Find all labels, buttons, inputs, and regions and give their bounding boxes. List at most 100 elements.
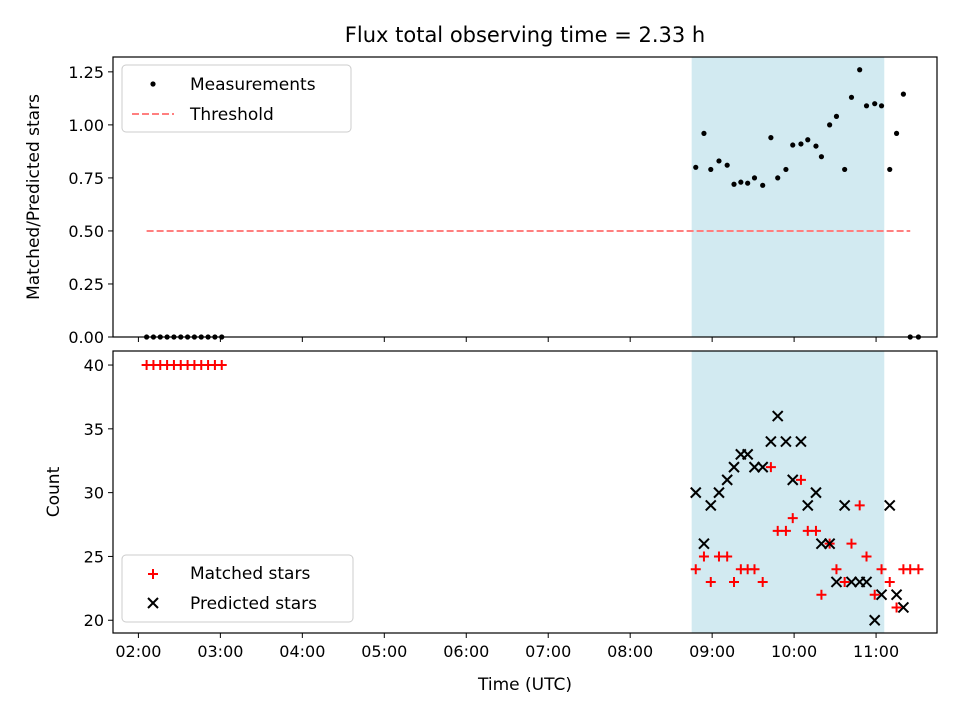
predicted-star-point xyxy=(875,589,888,601)
top-y-tick-label: 1.25 xyxy=(68,63,104,82)
x-axis-label: Time (UTC) xyxy=(477,675,572,695)
measurement-point xyxy=(872,101,878,107)
predicted-star-point xyxy=(787,474,799,486)
measurement-point xyxy=(887,166,893,173)
matched-star-point xyxy=(854,500,865,511)
measurement-point xyxy=(731,181,737,187)
matched-star-point xyxy=(831,564,842,575)
bot-y-tick-label: 40 xyxy=(84,356,104,375)
bot-y-tick-label: 30 xyxy=(84,484,104,503)
legend-matched-marker xyxy=(148,569,158,579)
predicted-star-point xyxy=(705,499,717,512)
top-y-tick-label: 0.00 xyxy=(68,328,104,347)
measurement-point xyxy=(751,175,758,181)
matched-star-point xyxy=(729,576,740,587)
bottom-panel: 20 25 30 35 40 02:00 03:00 04:00 05:00 06:00 07:00… xyxy=(44,350,938,695)
measurement-point xyxy=(760,182,766,188)
measurement-point xyxy=(716,158,722,164)
x-tick-label: 07:00 xyxy=(525,642,571,661)
top-y-tick-label: 1.00 xyxy=(68,116,104,135)
x-tick-label: 11:00 xyxy=(853,642,899,661)
x-tick-label: 04:00 xyxy=(279,642,325,661)
legend-predicted-marker xyxy=(147,597,159,609)
matched-star-point xyxy=(722,551,733,562)
predicted-star-point xyxy=(890,589,903,601)
legend-matched-label: Matched stars xyxy=(190,564,310,584)
matched-star-point xyxy=(876,564,887,575)
predicted-star-point xyxy=(869,614,881,626)
matched-star-point xyxy=(749,564,760,575)
x-tick-label: 02:00 xyxy=(115,642,161,661)
bot-y-tick-label: 20 xyxy=(84,611,104,630)
measurement-point xyxy=(813,143,819,149)
measurement-point xyxy=(878,103,885,109)
matched-star-point xyxy=(787,513,798,524)
predicted-star-point xyxy=(823,537,836,550)
bottom-plot-frame xyxy=(112,350,938,634)
top-y-tick-label: 0.50 xyxy=(68,222,104,241)
predicted-star-point xyxy=(772,410,784,422)
measurement-point xyxy=(724,162,730,168)
measurement-point xyxy=(738,179,744,185)
legend-predicted-label: Predicted stars xyxy=(190,594,317,614)
measurement-point xyxy=(701,130,707,136)
legend-measurements-marker xyxy=(150,81,156,87)
matched-star-point xyxy=(839,576,850,587)
legend-threshold-label: Threshold xyxy=(189,105,274,125)
predicted-star-point xyxy=(698,537,710,550)
measurement-point xyxy=(857,67,863,73)
predicted-star-point xyxy=(780,435,792,448)
top-observing-span xyxy=(691,57,885,337)
x-tick-label: 06:00 xyxy=(443,642,489,661)
measurement-point xyxy=(693,164,699,170)
bot-observing-span xyxy=(691,351,885,633)
matched-star-point xyxy=(780,525,791,536)
chart-title: Flux total observing time = 2.33 h xyxy=(345,23,705,47)
matched-star-point xyxy=(861,551,872,562)
matched-star-point xyxy=(757,576,768,587)
top-y-tick-label: 0.25 xyxy=(68,275,104,294)
measurement-point xyxy=(790,142,796,148)
predicted-star-point xyxy=(897,601,910,614)
measurement-point xyxy=(745,180,751,186)
predicted-star-point xyxy=(810,486,822,499)
measurement-point xyxy=(833,113,840,119)
measurement-point xyxy=(900,91,906,97)
x-tick-label: 08:00 xyxy=(607,642,653,661)
bot-y-tick-label: 35 xyxy=(84,420,104,439)
top-plot-frame xyxy=(112,56,938,338)
measurement-point xyxy=(775,175,781,181)
bottom-legend: Matched stars Predicted stars xyxy=(121,554,354,623)
predicted-star-point xyxy=(845,576,858,588)
x-tick-label: 09:00 xyxy=(689,642,735,661)
measurement-point xyxy=(798,141,804,147)
predicted-star-point xyxy=(884,499,896,512)
measurement-point xyxy=(708,166,714,173)
matched-star-point xyxy=(216,360,227,371)
matched-star-point xyxy=(690,564,701,575)
predicted-star-point xyxy=(830,576,843,588)
predicted-star-point xyxy=(802,499,814,512)
predicted-star-point xyxy=(690,486,702,499)
bottom-y-axis-label: Count xyxy=(44,466,64,517)
matched-star-point xyxy=(816,589,827,600)
matched-star-point xyxy=(869,589,880,600)
measurement-point xyxy=(893,130,900,136)
predicted-star-point xyxy=(838,499,851,512)
predicted-star-point xyxy=(728,461,740,473)
matched-star-point xyxy=(810,525,821,536)
measurement-point xyxy=(805,137,811,143)
predicted-star-point xyxy=(741,448,754,461)
top-y-axis-label: Matched/Predicted stars xyxy=(24,94,44,300)
measurement-point xyxy=(827,122,833,128)
predicted-star-point xyxy=(756,461,769,473)
measurement-point xyxy=(818,154,825,160)
predicted-star-point xyxy=(860,576,873,588)
matched-star-point xyxy=(705,576,716,587)
predicted-star-point xyxy=(765,435,777,448)
measurement-point xyxy=(783,166,789,173)
predicted-star-point xyxy=(713,486,725,499)
predicted-star-point xyxy=(721,474,733,486)
measurement-point xyxy=(842,166,848,173)
